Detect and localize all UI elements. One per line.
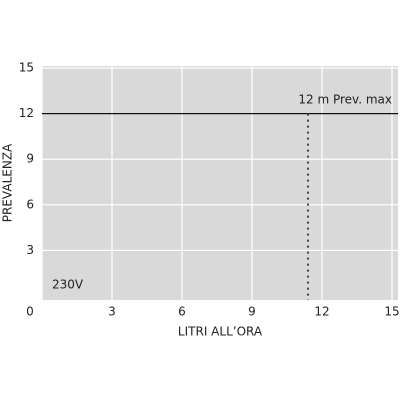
x-axis-label: LITRI ALL’ORA <box>178 325 263 339</box>
y-tick-label: 9 <box>26 152 34 166</box>
annotation: 12 m Prev. max <box>298 93 392 107</box>
x-tick-label: 0 <box>26 305 34 319</box>
y-tick-label: 12 <box>19 106 34 120</box>
x-tick-label: 12 <box>314 305 329 319</box>
y-tick-label: 3 <box>26 243 34 257</box>
y-tick-label: 6 <box>26 197 34 211</box>
x-tick-label: 15 <box>384 305 399 319</box>
plot-area <box>42 66 398 300</box>
y-tick-label: 15 <box>19 61 34 75</box>
annotation: 230V <box>52 278 84 292</box>
x-tick-label: 6 <box>178 305 186 319</box>
y-axis-label: PREVALENZA <box>1 143 15 222</box>
x-tick-label: 9 <box>248 305 256 319</box>
x-tick-label: 3 <box>108 305 116 319</box>
